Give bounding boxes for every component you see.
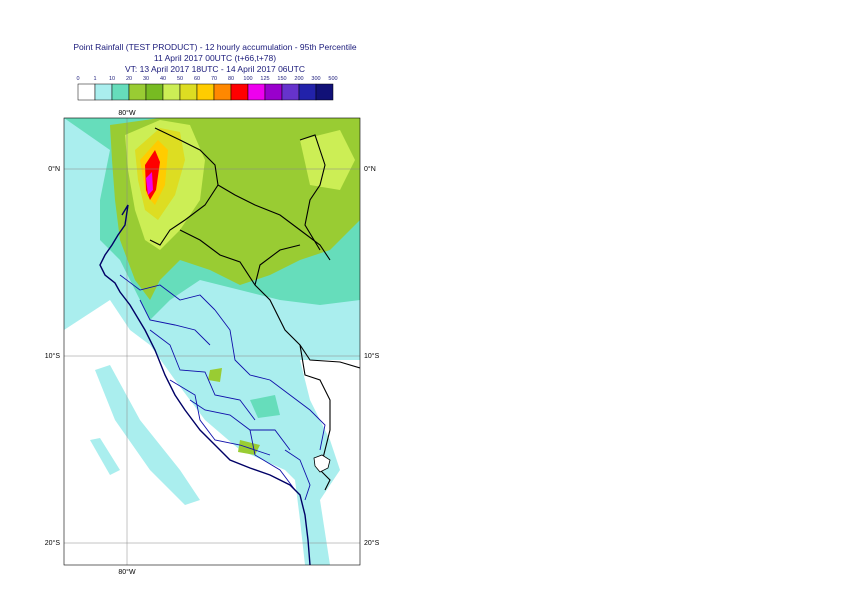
graticule	[64, 118, 360, 565]
country-borders	[149, 127, 360, 491]
rain-streak-offshore-2	[90, 438, 120, 475]
rain-core-magenta	[146, 172, 153, 195]
legend-tick-label: 10	[109, 76, 115, 82]
map-title-line1: Point Rainfall (TEST PRODUCT) - 12 hourl…	[73, 42, 357, 52]
legend-tick-label: 0	[76, 76, 79, 82]
coastline	[99, 204, 311, 565]
dry-area-south	[64, 300, 305, 565]
legend-tick-label: 80	[228, 76, 234, 82]
legend-tick-label: 60	[194, 76, 200, 82]
rain-patch-south-2	[208, 368, 222, 382]
legend-tick-label: 50	[177, 76, 183, 82]
department-boundaries	[119, 274, 326, 501]
legend-tick-label: 40	[160, 76, 166, 82]
lat-label-10s-left: 10°S	[45, 352, 61, 360]
legend-tick-label: 125	[260, 76, 269, 82]
legend-tick-label: 100	[243, 76, 252, 82]
legend-tick-label: 70	[211, 76, 217, 82]
lake-outline	[313, 454, 331, 473]
legend-tick-label: 20	[126, 76, 132, 82]
legend-tick-label: 500	[328, 76, 337, 82]
legend-tick-label: 150	[277, 76, 286, 82]
lon-label-top: 80°W	[118, 109, 136, 117]
legend-tick-label: 30	[143, 76, 149, 82]
color-legend: 0 1 10 20 30 40 50 60 70 80 100 125 150 200 300 500	[76, 76, 338, 101]
rain-streak-offshore-1	[95, 365, 200, 505]
map-title-line3: VT: 13 April 2017 18UTC - 14 April 2017 …	[124, 64, 305, 74]
lat-label-20s-right: 20°S	[364, 539, 380, 547]
lat-label-20s-left: 20°S	[45, 539, 61, 547]
lat-label-10s-right: 10°S	[364, 352, 380, 360]
rain-patch-south-3	[250, 395, 280, 418]
legend-tick-label: 200	[294, 76, 303, 82]
legend-swatch-14	[315, 83, 334, 101]
lat-label-0-left: 0°N	[48, 165, 60, 173]
rain-patch-east	[300, 130, 355, 190]
lon-label-bottom: 80°W	[118, 568, 136, 576]
lat-label-0-right: 0°N	[364, 165, 376, 173]
map-title-line2: 11 April 2017 00UTC (t+66,t+78)	[153, 53, 277, 63]
legend-tick-label: 1	[93, 76, 96, 82]
map-frame	[63, 117, 361, 566]
legend-tick-label: 300	[311, 76, 320, 82]
dry-area-southeast	[300, 360, 360, 565]
